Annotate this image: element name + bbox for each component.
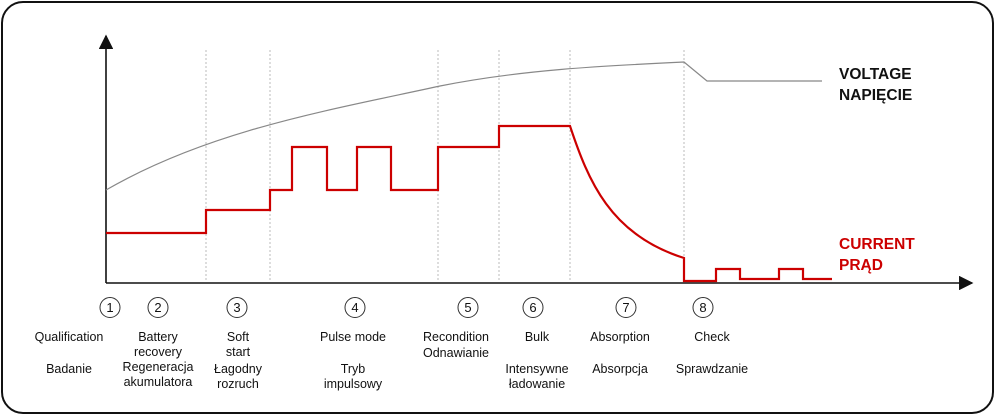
stage-1-label-en: Qualification — [34, 330, 104, 344]
stage-8-label-pl: Sprawdzanie — [675, 362, 749, 376]
stage-5-label-en: Recondition — [422, 330, 490, 344]
stage-6-label-pl: Intensywne ładowanie — [505, 362, 569, 391]
current-legend: CURRENT PRĄD — [839, 234, 915, 276]
stage-2-label-en: Battery recovery — [134, 330, 182, 359]
stage-6-label-en: Bulk — [524, 330, 550, 344]
current-legend-en: CURRENT — [839, 236, 915, 253]
stage-4-number: 4 — [344, 297, 366, 318]
stage-7-label-en: Absorption — [590, 330, 650, 344]
stage-3-label-en: Soft start — [225, 330, 251, 359]
stage-3-label-pl: Łagodny rozruch — [214, 362, 262, 391]
stage-5-label-pl: Odnawianie — [422, 346, 490, 360]
stage-5-number: 5 — [457, 297, 479, 318]
diagram-frame — [1, 1, 994, 414]
stage-2-number: 2 — [147, 297, 169, 318]
stage-2-label-pl: Regeneracja akumulatora — [122, 360, 194, 389]
stage-7-label-pl: Absorpcja — [592, 362, 648, 376]
current-legend-pl: PRĄD — [839, 257, 883, 274]
stage-6-number: 6 — [522, 297, 544, 318]
voltage-legend-pl: NAPIĘCIE — [839, 87, 913, 104]
current-curve — [106, 124, 832, 283]
voltage-curve — [105, 61, 822, 191]
stage-4-label-en: Pulse mode — [319, 330, 387, 344]
stage-8-number: 8 — [692, 297, 714, 318]
stage-1-label-pl: Badanie — [46, 362, 92, 376]
stage-7-number: 7 — [615, 297, 637, 318]
voltage-legend: VOLTAGE NAPIĘCIE — [839, 64, 912, 106]
stage-4-label-pl: Tryb impulsowy — [323, 362, 383, 391]
stage-3-number: 3 — [226, 297, 248, 318]
stage-8-label-en: Check — [694, 330, 730, 344]
voltage-legend-en: VOLTAGE — [839, 66, 912, 83]
stage-1-number: 1 — [99, 297, 121, 318]
